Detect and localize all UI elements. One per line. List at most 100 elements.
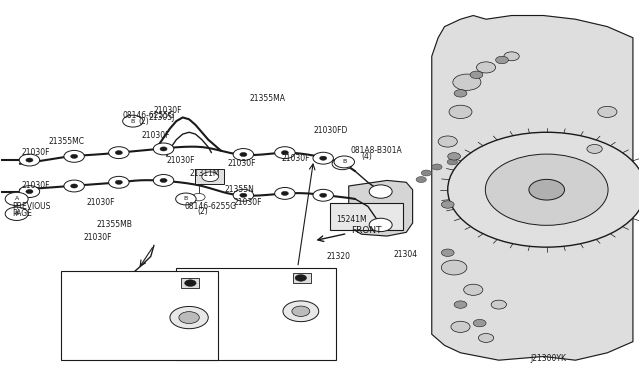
- Circle shape: [319, 156, 327, 160]
- Text: 21355N: 21355N: [224, 185, 254, 194]
- Text: 08146-6255G: 08146-6255G: [184, 202, 237, 211]
- Circle shape: [442, 249, 454, 256]
- Circle shape: [5, 207, 28, 221]
- Bar: [195, 169, 224, 184]
- Circle shape: [275, 147, 295, 158]
- Circle shape: [473, 320, 486, 327]
- Circle shape: [240, 153, 247, 157]
- Circle shape: [313, 189, 333, 201]
- Circle shape: [432, 164, 442, 170]
- Circle shape: [470, 71, 483, 78]
- Circle shape: [283, 301, 319, 322]
- Bar: [181, 278, 199, 288]
- Circle shape: [70, 184, 77, 188]
- Circle shape: [476, 62, 495, 73]
- Text: B: B: [184, 196, 188, 202]
- Text: A: A: [15, 196, 19, 202]
- Circle shape: [454, 90, 467, 97]
- Circle shape: [240, 193, 247, 197]
- Circle shape: [233, 189, 253, 201]
- Circle shape: [454, 301, 467, 308]
- Circle shape: [421, 170, 431, 176]
- Text: (HOLDER): (HOLDER): [81, 276, 115, 283]
- Text: 21030F: 21030F: [21, 182, 50, 190]
- Circle shape: [485, 154, 608, 225]
- Circle shape: [598, 106, 617, 118]
- Bar: [176, 267, 336, 360]
- Text: 21311M: 21311M: [189, 169, 220, 177]
- Circle shape: [467, 155, 477, 161]
- Circle shape: [534, 153, 545, 159]
- Circle shape: [504, 52, 519, 61]
- Circle shape: [488, 153, 499, 159]
- Circle shape: [26, 158, 33, 162]
- Text: 21030F: 21030F: [154, 106, 182, 115]
- Text: 21030F: 21030F: [71, 292, 98, 298]
- Circle shape: [64, 150, 84, 162]
- Text: 21030F: 21030F: [84, 233, 112, 243]
- Circle shape: [369, 218, 392, 232]
- Circle shape: [451, 321, 470, 333]
- Text: B: B: [131, 119, 135, 124]
- Circle shape: [202, 172, 218, 182]
- Text: 08146-6255G: 08146-6255G: [122, 111, 174, 120]
- Circle shape: [192, 193, 205, 201]
- Circle shape: [154, 143, 173, 155]
- Text: (2): (2): [197, 208, 208, 217]
- Bar: [330, 203, 403, 231]
- Text: 21030F: 21030F: [167, 155, 195, 164]
- Circle shape: [416, 177, 426, 183]
- Circle shape: [282, 151, 289, 155]
- Circle shape: [448, 132, 640, 247]
- Circle shape: [184, 280, 196, 286]
- Circle shape: [447, 159, 458, 165]
- Text: 21305J: 21305J: [149, 113, 175, 122]
- Text: (4): (4): [362, 152, 372, 161]
- Circle shape: [179, 312, 199, 324]
- Text: 21304: 21304: [394, 250, 417, 259]
- Circle shape: [115, 180, 122, 185]
- Text: 21030FA: 21030FA: [77, 312, 109, 318]
- Circle shape: [449, 105, 472, 119]
- Circle shape: [464, 284, 483, 295]
- Circle shape: [511, 152, 522, 158]
- Circle shape: [295, 275, 307, 281]
- Text: FRONT: FRONT: [351, 226, 381, 235]
- Circle shape: [109, 176, 129, 188]
- Circle shape: [123, 115, 143, 127]
- Text: (HOLDER): (HOLDER): [182, 272, 217, 278]
- Circle shape: [292, 306, 310, 317]
- Circle shape: [175, 193, 196, 205]
- Circle shape: [529, 179, 564, 200]
- Text: J21300YK: J21300YK: [531, 354, 567, 363]
- Text: 21320: 21320: [326, 252, 350, 261]
- Circle shape: [478, 334, 493, 342]
- Text: 21355MA: 21355MA: [250, 94, 285, 103]
- Circle shape: [275, 187, 295, 199]
- Bar: [293, 273, 311, 283]
- Circle shape: [313, 152, 333, 164]
- Circle shape: [589, 165, 600, 171]
- Text: B: B: [15, 211, 19, 216]
- Circle shape: [170, 307, 208, 329]
- Circle shape: [453, 74, 481, 90]
- Circle shape: [334, 156, 355, 168]
- Polygon shape: [349, 180, 413, 236]
- Circle shape: [160, 178, 167, 183]
- Circle shape: [64, 180, 84, 192]
- Circle shape: [319, 193, 327, 197]
- Text: 15241M: 15241M: [336, 215, 367, 224]
- Circle shape: [115, 151, 122, 155]
- Text: 21355MB: 21355MB: [97, 221, 132, 230]
- Circle shape: [438, 136, 458, 147]
- Circle shape: [556, 155, 566, 161]
- Circle shape: [491, 300, 506, 309]
- Circle shape: [233, 148, 253, 160]
- Text: 21030F: 21030F: [141, 131, 170, 141]
- Circle shape: [19, 154, 40, 166]
- Circle shape: [442, 260, 467, 275]
- Circle shape: [599, 171, 609, 177]
- Text: 21030F: 21030F: [87, 198, 115, 207]
- Text: B: B: [342, 160, 346, 164]
- Circle shape: [448, 153, 461, 160]
